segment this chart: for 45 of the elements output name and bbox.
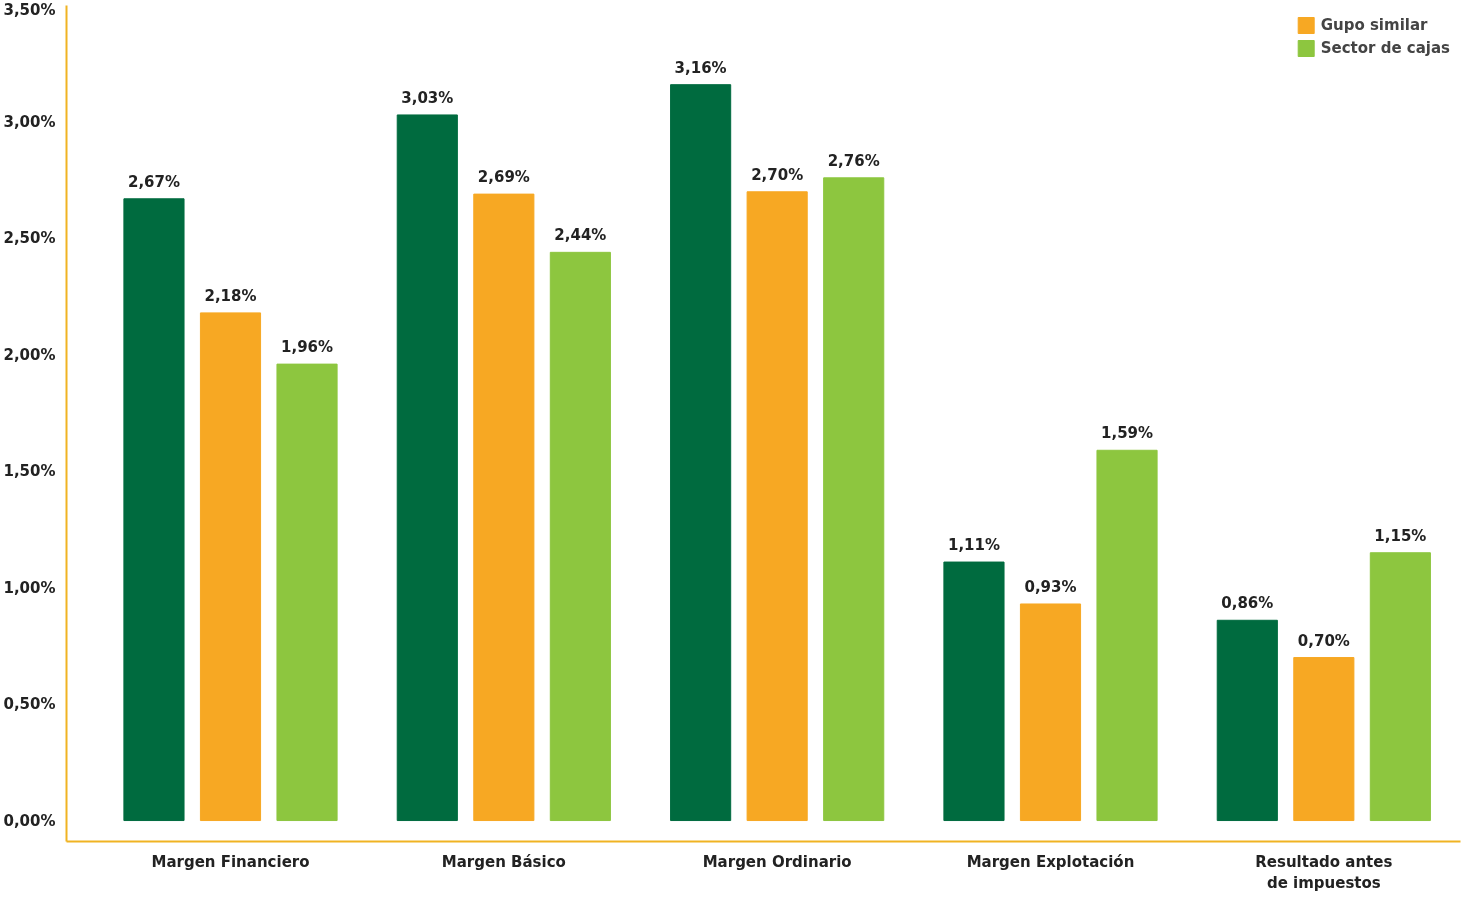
bar [1293,657,1355,822]
y-tick-label: 1,50% [3,462,56,481]
x-tick-label: Margen Explotación [966,852,1135,871]
y-tick-label: 3,00% [3,112,56,131]
data-label: 1,59% [1101,424,1154,443]
legend-label: Gupo similar [1320,16,1428,34]
y-tick-label: 0,50% [3,695,56,714]
data-label: 3,03% [401,88,454,107]
data-label: 2,67% [127,172,180,191]
bar [549,251,611,822]
y-tick-label: 0,00% [3,811,56,830]
bar [123,198,185,822]
y-tick-label: 2,50% [3,229,56,248]
data-label: 2,76% [827,151,880,170]
x-tick-label: Resultado antes de impuestos [1255,852,1393,893]
data-label: 0,93% [1024,577,1077,596]
data-label: 1,15% [1374,526,1427,545]
data-label: 2,18% [204,286,257,305]
bar [670,84,732,822]
data-label: 2,70% [751,165,804,184]
data-label: 0,70% [1297,631,1350,650]
data-label: 1,11% [947,536,1000,555]
x-tick-label: Margen Básico [441,852,566,871]
bar [396,114,458,822]
bar [276,363,338,822]
legend-label: Sector de cajas [1320,39,1450,57]
data-label: 1,96% [281,338,334,357]
bar [1019,603,1082,822]
bar [943,561,1005,822]
bar [1216,619,1278,822]
bar [823,177,885,822]
x-tick-label: Margen Ordinario [702,852,852,871]
bar [199,312,262,822]
data-label: 2,44% [554,226,607,245]
data-label: 3,16% [674,58,727,77]
data-label: 0,86% [1221,594,1274,613]
y-tick-label: 2,00% [3,345,56,364]
x-tick-label: Margen Financiero [151,852,310,871]
data-label: 2,69% [477,168,530,187]
y-tick-label: 3,50% [3,0,56,19]
bar [746,191,808,822]
bar [473,193,535,822]
y-tick-label: 1,00% [3,578,56,597]
bar [1369,552,1431,822]
bar [1096,449,1158,822]
